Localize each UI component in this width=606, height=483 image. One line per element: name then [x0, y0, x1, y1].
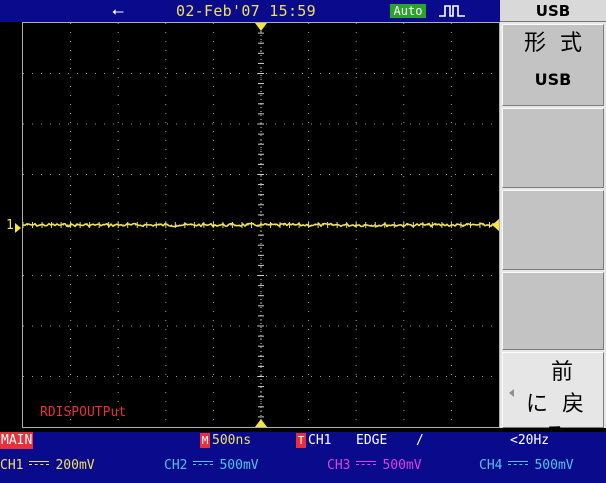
status-message: RDISPOUTPut	[40, 405, 127, 420]
usb-connected-icon: ⭠	[112, 2, 125, 20]
trigger-source: CH1	[308, 433, 332, 448]
ch3-scale[interactable]: CH3 500mV	[327, 458, 422, 473]
graticule	[23, 23, 499, 427]
acquisition-mode-badge: Auto	[390, 4, 426, 18]
timebase-trigger-row: MAIN M 500ns T CH1 EDGE / <20Hz	[0, 432, 606, 450]
trigger-frequency: <20Hz	[510, 433, 550, 448]
trigger-position-marker-top	[255, 23, 267, 31]
scope-display[interactable]	[22, 22, 500, 428]
t-badge: T	[296, 433, 306, 448]
menu-title: USB	[500, 0, 606, 22]
softkey-menu: USB 形式 USB 前に戻る	[500, 0, 606, 449]
status-bar: ⭠ 02-Feb'07 15:59 Auto	[0, 0, 500, 22]
timebase-value: 500ns	[212, 433, 252, 448]
trigger-level-marker	[492, 219, 499, 231]
format-softkey[interactable]: 形式 USB	[502, 24, 604, 106]
ch2-scale[interactable]: CH2 500mV	[164, 458, 259, 473]
trigger-position-marker-bottom	[255, 419, 267, 427]
format-label: 形式	[523, 31, 596, 56]
trigger-type: EDGE	[356, 433, 388, 448]
back-softkey[interactable]: 前に戻る	[502, 352, 604, 449]
channel-scale-row: CH1 200mV CH2 500mV CH3 500mV CH4 500mV	[0, 450, 606, 483]
pulse-waveform-icon	[439, 5, 465, 17]
m-badge: M	[200, 433, 210, 448]
main-timebase-label: MAIN	[0, 432, 34, 449]
ch1-position-marker[interactable]: 1	[6, 218, 14, 233]
ch1-scale[interactable]: CH1 200mV	[0, 458, 95, 473]
datetime: 02-Feb'07 15:59	[176, 2, 316, 20]
rising-edge-icon: /	[416, 433, 424, 448]
softkey-4[interactable]	[502, 272, 604, 350]
arrow-left-icon	[509, 389, 514, 397]
softkey-2[interactable]	[502, 108, 604, 188]
format-value: USB	[534, 70, 572, 89]
dc-coupling-icon	[193, 461, 214, 470]
ch1-trace	[23, 222, 499, 228]
dc-coupling-icon	[29, 461, 50, 470]
softkey-3[interactable]	[502, 190, 604, 270]
ch1-marker-arrow-icon	[15, 223, 21, 233]
dc-coupling-icon	[508, 461, 529, 470]
dc-coupling-icon	[356, 461, 377, 470]
ch4-scale[interactable]: CH4 500mV	[479, 458, 574, 473]
